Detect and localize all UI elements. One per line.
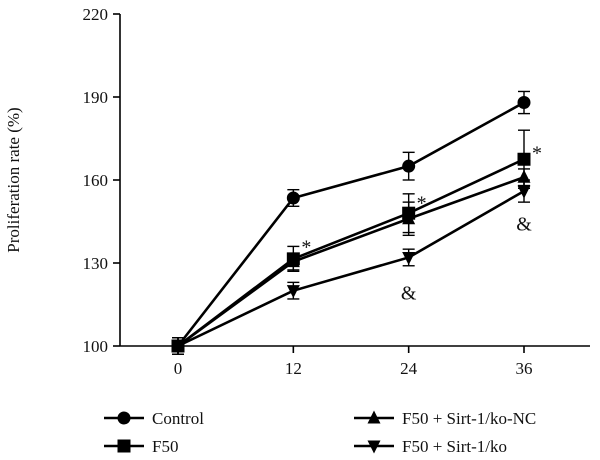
data-point — [286, 285, 300, 299]
y-axis-label: Proliferation rate (%) — [4, 107, 23, 252]
legend-marker — [367, 440, 381, 454]
series-line — [177, 176, 525, 348]
series-lines — [176, 101, 525, 348]
x-tick-label: 12 — [285, 359, 302, 378]
series-line — [177, 158, 525, 348]
annotation-label: * — [532, 143, 542, 165]
series-line — [177, 189, 525, 348]
annotation-label: * — [417, 192, 427, 214]
y-tick-label: 190 — [83, 88, 109, 107]
annotation-label: * — [301, 237, 311, 259]
legend: Control F50 F50 + Sirt-1/ko-NC F50 + Sirt-1… — [104, 409, 536, 456]
legend-label: F50 — [152, 437, 178, 456]
legend-label: Control — [152, 409, 204, 428]
data-point — [402, 159, 416, 173]
data-point — [517, 185, 531, 199]
y-tick-label: 160 — [83, 171, 109, 190]
data-point — [286, 254, 300, 268]
data-point — [517, 169, 531, 183]
data-point — [517, 152, 531, 166]
x-tick-label: 36 — [516, 359, 533, 378]
legend-marker — [117, 439, 131, 453]
data-point — [286, 191, 300, 205]
x-tick-label: 0 — [174, 359, 183, 378]
y-tick-label: 130 — [83, 254, 109, 273]
annotations: * * * & & — [301, 143, 542, 305]
x-tick-label: 24 — [400, 359, 418, 378]
series-markers — [171, 96, 531, 354]
legend-marker — [117, 411, 131, 425]
data-point — [402, 211, 416, 225]
annotation-label: & — [401, 282, 417, 304]
data-point — [171, 340, 185, 354]
y-tick-label: 220 — [83, 5, 109, 24]
error-bars — [172, 90, 530, 355]
series-line — [176, 101, 525, 347]
data-point — [517, 96, 531, 110]
y-tick-label: 100 — [83, 337, 109, 356]
axes: 0 12 24 36 100 130 160 190 220 Proliferation rate… — [4, 5, 590, 378]
legend-label: F50 + Sirt-1/ko-NC — [402, 409, 536, 428]
legend-label: F50 + Sirt-1/ko — [402, 437, 507, 456]
legend-marker — [367, 410, 381, 424]
annotation-label: & — [516, 213, 532, 235]
data-point — [402, 251, 416, 265]
